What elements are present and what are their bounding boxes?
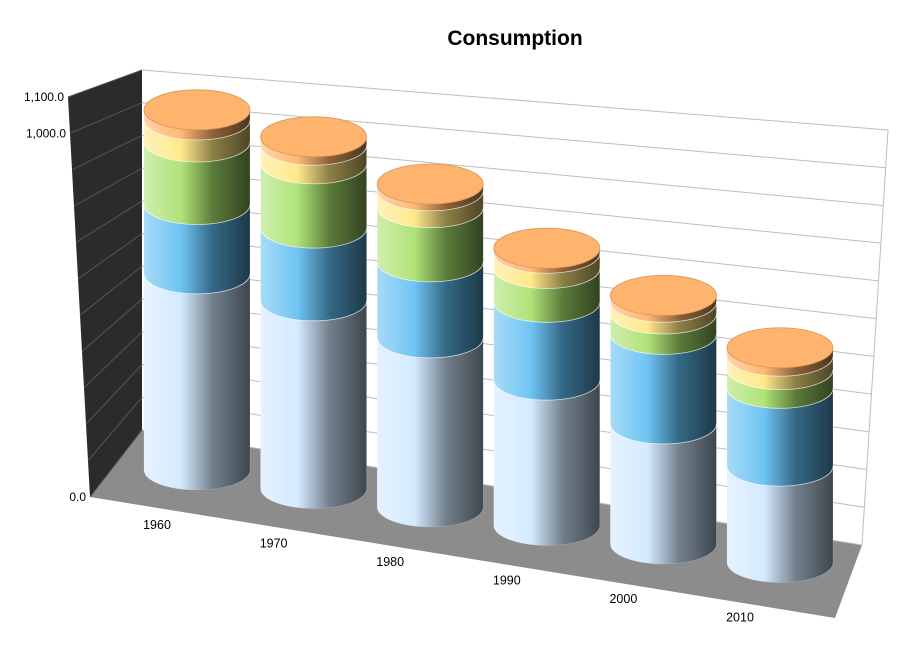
bar-stack-1960 (143, 89, 251, 491)
bar-segment (376, 337, 484, 528)
bar-segment-body (143, 273, 251, 491)
bar-segment-seam (260, 300, 367, 322)
gridline (141, 69, 889, 131)
bar-segment-seam (726, 466, 834, 487)
bars (143, 89, 834, 583)
y-tick-label: 1,000.0 (26, 126, 66, 140)
bar-segment (610, 275, 717, 323)
bar-segment-seam (376, 190, 484, 212)
bar-segment-seam (143, 119, 251, 141)
bar-segment-seam (143, 141, 251, 163)
bar-segment-body (610, 423, 717, 565)
gridline (141, 102, 886, 169)
bar-segment (493, 227, 601, 274)
bar-segment-seam (143, 273, 251, 295)
bar-segment-seam (376, 337, 484, 359)
wall-tick-line (69, 102, 143, 134)
bar-segment-seam (610, 302, 717, 323)
bar-segment-seam (376, 207, 484, 229)
wall-tick-line (81, 298, 143, 352)
y-axis-ticks: 0.0 1,000.0 1,100.0 (24, 90, 86, 504)
bar-segment-seam (726, 369, 834, 391)
bar-top-cap (376, 163, 484, 205)
bar-segment-seam (493, 302, 601, 323)
bar-segment-seam (260, 163, 367, 185)
bar-segment-seam (493, 380, 601, 401)
bar-segment (376, 207, 484, 283)
bar-segment (610, 423, 717, 565)
x-axis-ticks: 1960 1970 1980 1990 2000 2010 (143, 518, 754, 625)
bar-stack-2010 (726, 327, 834, 583)
wall-tick-line (89, 429, 143, 498)
wall-tick-line (75, 200, 143, 243)
wall-tick-line (67, 69, 143, 98)
wall-tick-lines (67, 69, 143, 498)
bar-top-cap (260, 116, 368, 158)
gridline (141, 134, 884, 206)
bar-top-cap (610, 275, 717, 316)
x-tick-label: 1980 (376, 555, 404, 569)
bar-segment (143, 89, 251, 141)
chart-side-wall (68, 70, 142, 497)
x-tick-label: 2010 (726, 611, 754, 625)
gridline (141, 167, 881, 244)
bar-segment (726, 388, 834, 487)
bar-segment-body (260, 300, 367, 509)
wall-tick-line (83, 331, 143, 389)
wall-tick-line (79, 265, 143, 316)
wall-tick-line (73, 167, 143, 207)
bar-segment-seam (610, 314, 717, 335)
bar-segment-seam (610, 334, 717, 355)
x-tick-label: 1990 (493, 574, 521, 588)
bar-segment-seam (260, 228, 367, 249)
bar-segment (376, 163, 484, 212)
bar-stack-1990 (493, 227, 601, 546)
wall-tick-line (77, 233, 143, 280)
bar-segment-seam (726, 388, 834, 409)
bar-segment-body (376, 337, 484, 528)
x-tick-label: 1960 (143, 518, 171, 532)
bar-segment (143, 273, 251, 491)
bar-top-cap (143, 89, 251, 131)
bar-segment-seam (260, 145, 367, 166)
bar-segment-seam (493, 268, 601, 289)
bar-segment (260, 300, 367, 509)
bar-segment (726, 327, 834, 377)
bar-stack-2000 (610, 275, 717, 565)
wall-tick-line (85, 364, 143, 425)
bar-segment-body (493, 380, 601, 546)
wall-tick-line (87, 396, 143, 461)
bar-top-cap (493, 227, 601, 269)
x-tick-label: 2000 (609, 592, 637, 606)
bar-segment (260, 228, 367, 322)
bar-segment-seam (726, 356, 834, 377)
x-tick-label: 1970 (260, 537, 288, 551)
chart-title: Consumption (447, 27, 582, 50)
back-plane-edge (861, 129, 889, 546)
bar-segment-seam (610, 423, 717, 445)
y-tick-label: 1,100.0 (24, 90, 64, 104)
y-tick-label: 0.0 (69, 490, 86, 504)
bar-top-cap (726, 327, 834, 369)
bar-segment (493, 380, 601, 546)
bar-segment-seam (493, 253, 601, 274)
bar-segment (260, 116, 368, 166)
wall-tick-line (71, 135, 143, 171)
bar-segment-seam (143, 204, 251, 225)
bar-segment-seam (376, 261, 484, 283)
bar-stack-1980 (376, 163, 484, 528)
bar-stack-1970 (260, 116, 368, 509)
